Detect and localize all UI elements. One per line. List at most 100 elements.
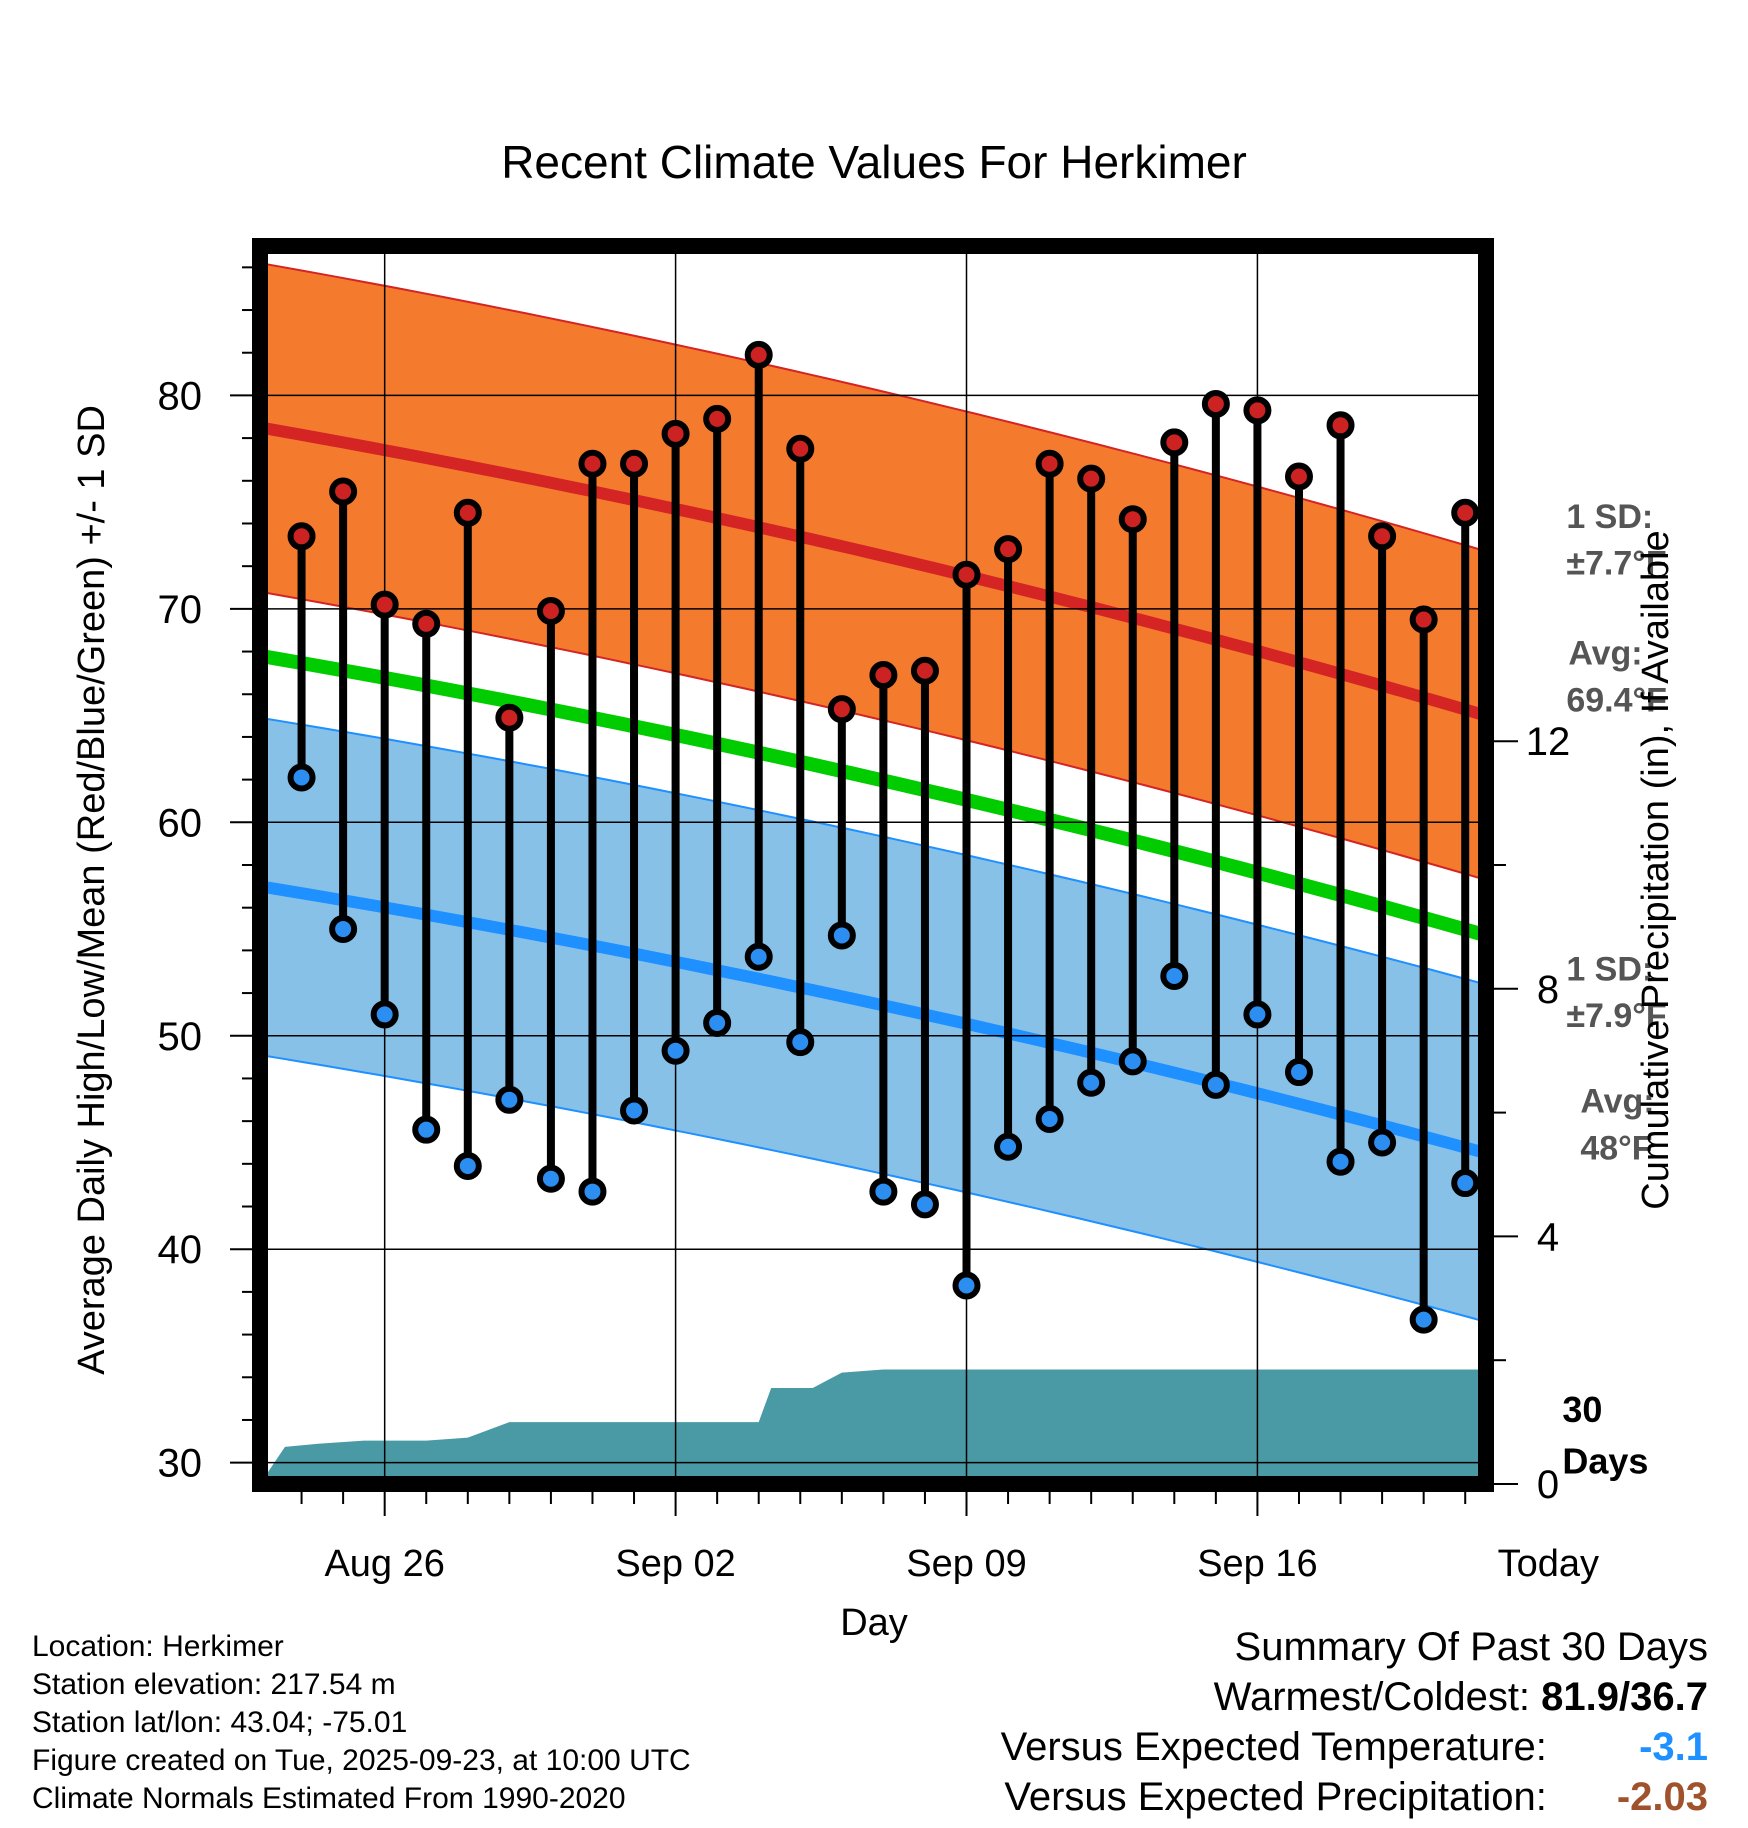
- daily-low-point: [1326, 1147, 1355, 1176]
- daily-high-point: [1201, 389, 1230, 418]
- daily-high-point: [1496, 451, 1518, 473]
- daily-low-point: [1409, 1305, 1438, 1334]
- daily-low-point: [620, 1096, 649, 1125]
- daily-high-point: [578, 449, 607, 478]
- daily-low-point: [412, 1115, 441, 1144]
- daily-high-point: [1451, 498, 1480, 527]
- daily-high-point: [370, 590, 399, 619]
- summary-panel: Summary Of Past 30 Days Warmest/Coldest:…: [1001, 1622, 1708, 1822]
- daily-high-point: [1326, 411, 1355, 440]
- daily-low-point: [744, 942, 773, 971]
- today-avg-high-marker: [1534, 608, 1562, 636]
- daily-high-point: [744, 340, 773, 369]
- y-axis-label: Average Daily High/Low/Mean (Red/Blue/Gr…: [71, 405, 113, 1375]
- low-sd-label: 1 SD:: [1566, 950, 1653, 988]
- daily-low-point: [952, 1271, 981, 1300]
- daily-high-point: [1368, 522, 1397, 551]
- y-tick-label: 30: [158, 1442, 203, 1486]
- daily-high-point: [786, 434, 815, 463]
- y-tick-label: 40: [158, 1228, 203, 1272]
- daily-low-point: [1077, 1068, 1106, 1097]
- low-avg-value: 48°F: [1580, 1130, 1652, 1168]
- daily-low-point: [453, 1151, 482, 1180]
- y-tick-label: 70: [158, 588, 203, 632]
- daily-low-point: [994, 1132, 1023, 1161]
- daily-low-point: [786, 1028, 815, 1057]
- daily-low-point: [1160, 961, 1189, 990]
- today-avg-low-marker: [1534, 1064, 1562, 1092]
- plot-frame: [252, 238, 1494, 1492]
- daily-high-point: [1118, 505, 1147, 534]
- summary-title: Summary Of Past 30 Days: [1234, 1625, 1708, 1669]
- precip-value: -2.03: [1616, 1775, 1708, 1819]
- daily-high-point: [703, 404, 732, 433]
- daily-high-point: [1035, 449, 1064, 478]
- y-tick-label: 60: [158, 801, 203, 845]
- y2-tick-label: 0: [1537, 1463, 1559, 1507]
- x-axis-label: Day: [840, 1602, 908, 1644]
- normal-high-line: [260, 421, 1486, 722]
- daily-high-point: [661, 419, 690, 448]
- daily-low-point: [1368, 1128, 1397, 1157]
- y-tick-label: 80: [158, 374, 203, 418]
- high-sd-value: ±7.7°F: [1566, 545, 1666, 583]
- warm-cold-value: 81.9/36.7: [1541, 1675, 1708, 1719]
- daily-high-point: [910, 656, 939, 685]
- daily-high-point: [620, 449, 649, 478]
- precip-label: Versus Expected Precipitation:: [1004, 1775, 1547, 1819]
- summary-warm-cold-row: Warmest/Coldest: 81.9/36.7: [1001, 1672, 1708, 1722]
- y-tick-label: 50: [158, 1015, 203, 1059]
- x-tick-label: Sep 02: [615, 1543, 735, 1585]
- summary-temp-row: Versus Expected Temperature: -3.1: [1001, 1722, 1708, 1772]
- location-text: Location: Herkimer: [32, 1630, 284, 1663]
- low-sd-value: ±7.9°F: [1566, 997, 1666, 1035]
- daily-low-point: [869, 1177, 898, 1206]
- daily-high-point: [1160, 428, 1189, 457]
- elevation-text: Station elevation: 217.54 m: [32, 1668, 396, 1701]
- daily-low-point: [287, 763, 316, 792]
- daily-high-point: [453, 498, 482, 527]
- plot-area: [260, 246, 1562, 1484]
- x-tick-label: Aug 26: [324, 1543, 444, 1585]
- daily-low-point: [1284, 1058, 1313, 1087]
- x-tick-label: Sep 16: [1197, 1543, 1317, 1585]
- daily-low-point: [1451, 1169, 1480, 1198]
- daily-low-point: [661, 1036, 690, 1065]
- daily-low-point: [370, 1000, 399, 1029]
- daily-low-point: [1243, 1000, 1272, 1029]
- y2-axis-label: Cumulative Precipitation (in), If Availa…: [1635, 530, 1677, 1209]
- daily-high-point: [412, 609, 441, 638]
- daily-high-point: [952, 560, 981, 589]
- daily-low-point: [536, 1164, 565, 1193]
- high-avg-value: 69.4°F: [1566, 681, 1667, 719]
- normals-text: Climate Normals Estimated From 1990-2020: [32, 1782, 626, 1815]
- daily-high-point: [827, 695, 856, 724]
- days-word-label: Days: [1562, 1440, 1648, 1481]
- daily-low-point: [910, 1190, 939, 1219]
- daily-low-point: [329, 915, 358, 944]
- daily-high-point: [536, 596, 565, 625]
- low-avg-label: Avg:: [1580, 1083, 1654, 1121]
- latlon-text: Station lat/lon: 43.04; -75.01: [32, 1706, 408, 1739]
- temp-label: Versus Expected Temperature:: [1000, 1725, 1547, 1769]
- daily-high-point: [287, 522, 316, 551]
- x-tick-label: Sep 09: [906, 1543, 1026, 1585]
- summary-precip-row: Versus Expected Precipitation: -2.03: [1001, 1772, 1708, 1822]
- high-sd-label: 1 SD:: [1566, 498, 1653, 536]
- chart-title: Recent Climate Values For Herkimer: [501, 136, 1247, 188]
- daily-high-point: [495, 703, 524, 732]
- created-text: Figure created on Tue, 2025-09-23, at 10…: [32, 1744, 691, 1777]
- warm-cold-label: Warmest/Coldest:: [1213, 1675, 1531, 1719]
- y2-tick-label: 12: [1526, 720, 1571, 764]
- daily-high-point: [1077, 464, 1106, 493]
- daily-low-point: [1496, 1020, 1518, 1042]
- daily-low-point: [1118, 1047, 1147, 1076]
- temp-value: -3.1: [1639, 1725, 1708, 1769]
- high-avg-label: Avg:: [1568, 634, 1642, 672]
- y2-tick-label: 8: [1537, 968, 1559, 1012]
- daily-low-point: [827, 921, 856, 950]
- daily-low-point: [495, 1085, 524, 1114]
- y2-tick-label: 4: [1537, 1215, 1559, 1259]
- daily-high-point: [1243, 396, 1272, 425]
